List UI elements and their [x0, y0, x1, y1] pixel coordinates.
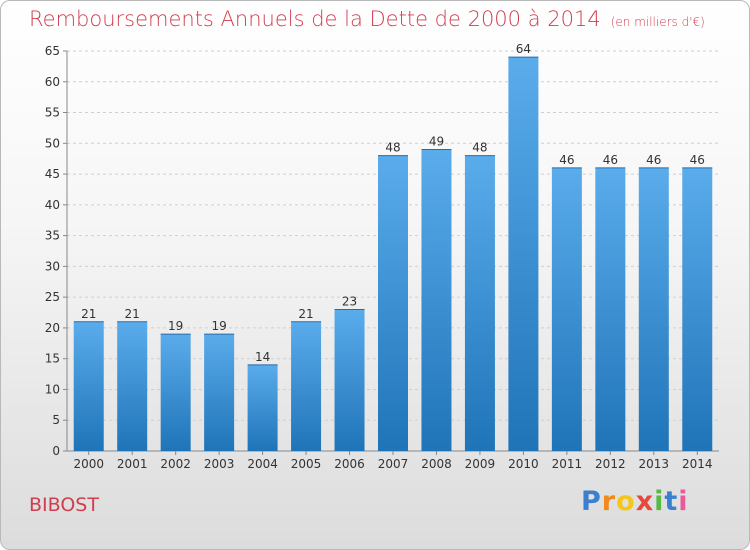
y-tick-label: 25 — [45, 290, 60, 304]
y-tick-label: 20 — [45, 321, 60, 335]
y-tick-label: 15 — [45, 352, 60, 366]
bar — [551, 167, 582, 451]
x-tick-label: 2002 — [160, 457, 191, 471]
data-label: 64 — [516, 42, 531, 56]
data-label: 14 — [255, 350, 270, 364]
brand-letter: P — [581, 486, 602, 517]
bar — [638, 167, 669, 451]
x-tick-label: 2004 — [247, 457, 278, 471]
x-tick-label: 2001 — [117, 457, 148, 471]
x-tick-label: 2011 — [552, 457, 583, 471]
data-label: 48 — [385, 141, 400, 155]
bar — [464, 155, 495, 451]
bar — [73, 321, 104, 451]
data-label: 46 — [646, 153, 661, 167]
data-label: 48 — [472, 141, 487, 155]
bar — [291, 321, 322, 451]
brand-letter: i — [678, 486, 689, 517]
bar — [378, 155, 408, 451]
y-tick-label: 10 — [45, 382, 60, 396]
data-label: 46 — [690, 153, 705, 167]
data-label: 21 — [298, 307, 313, 321]
x-tick-label: 2003 — [204, 457, 235, 471]
bar — [334, 309, 365, 451]
chart-title-text: Remboursements Annuels de la Dette de 20… — [29, 7, 601, 31]
chart-title: Remboursements Annuels de la Dette de 20… — [29, 7, 705, 31]
commune-name: BIBOST — [29, 494, 99, 516]
y-tick-label: 35 — [45, 229, 60, 243]
data-label: 46 — [559, 153, 574, 167]
x-tick-label: 2010 — [508, 457, 539, 471]
bar — [421, 149, 452, 451]
brand-letter: x — [635, 486, 655, 517]
data-label: 49 — [429, 134, 444, 148]
y-tick-label: 30 — [45, 259, 60, 273]
y-tick-label: 5 — [52, 413, 60, 427]
chart-unit: (en milliers d'€) — [610, 15, 705, 29]
x-tick-label: 2008 — [421, 457, 452, 471]
brand-letter: t — [664, 486, 679, 517]
data-label: 19 — [168, 319, 183, 333]
data-label: 19 — [211, 319, 226, 333]
bar — [508, 57, 539, 452]
x-tick-label: 2005 — [291, 457, 322, 471]
brand-letter: o — [616, 486, 636, 517]
y-tick-label: 45 — [45, 167, 60, 181]
data-label: 23 — [342, 294, 357, 308]
bar — [247, 364, 278, 451]
brand-letter: r — [601, 486, 617, 517]
x-tick-label: 2012 — [595, 457, 626, 471]
x-tick-label: 2009 — [465, 457, 496, 471]
bar — [160, 334, 191, 451]
bar — [204, 334, 235, 451]
brand-letter: i — [654, 486, 665, 517]
y-tick-label: 50 — [45, 136, 60, 150]
x-tick-label: 2007 — [378, 457, 409, 471]
y-tick-label: 60 — [45, 75, 60, 89]
x-tick-label: 2000 — [73, 457, 104, 471]
y-tick-label: 40 — [45, 198, 60, 212]
bar — [117, 321, 148, 451]
x-tick-label: 2006 — [334, 457, 365, 471]
x-tick-label: 2013 — [639, 457, 670, 471]
y-tick-label: 0 — [52, 444, 60, 458]
bar — [682, 167, 713, 451]
data-label: 46 — [603, 153, 618, 167]
brand-logo: Proxiti — [581, 486, 689, 517]
data-label: 21 — [125, 307, 140, 321]
x-tick-label: 2014 — [682, 457, 713, 471]
y-tick-label: 55 — [45, 106, 60, 120]
y-tick-label: 65 — [45, 44, 60, 58]
bar — [595, 167, 626, 451]
data-label: 21 — [81, 307, 96, 321]
